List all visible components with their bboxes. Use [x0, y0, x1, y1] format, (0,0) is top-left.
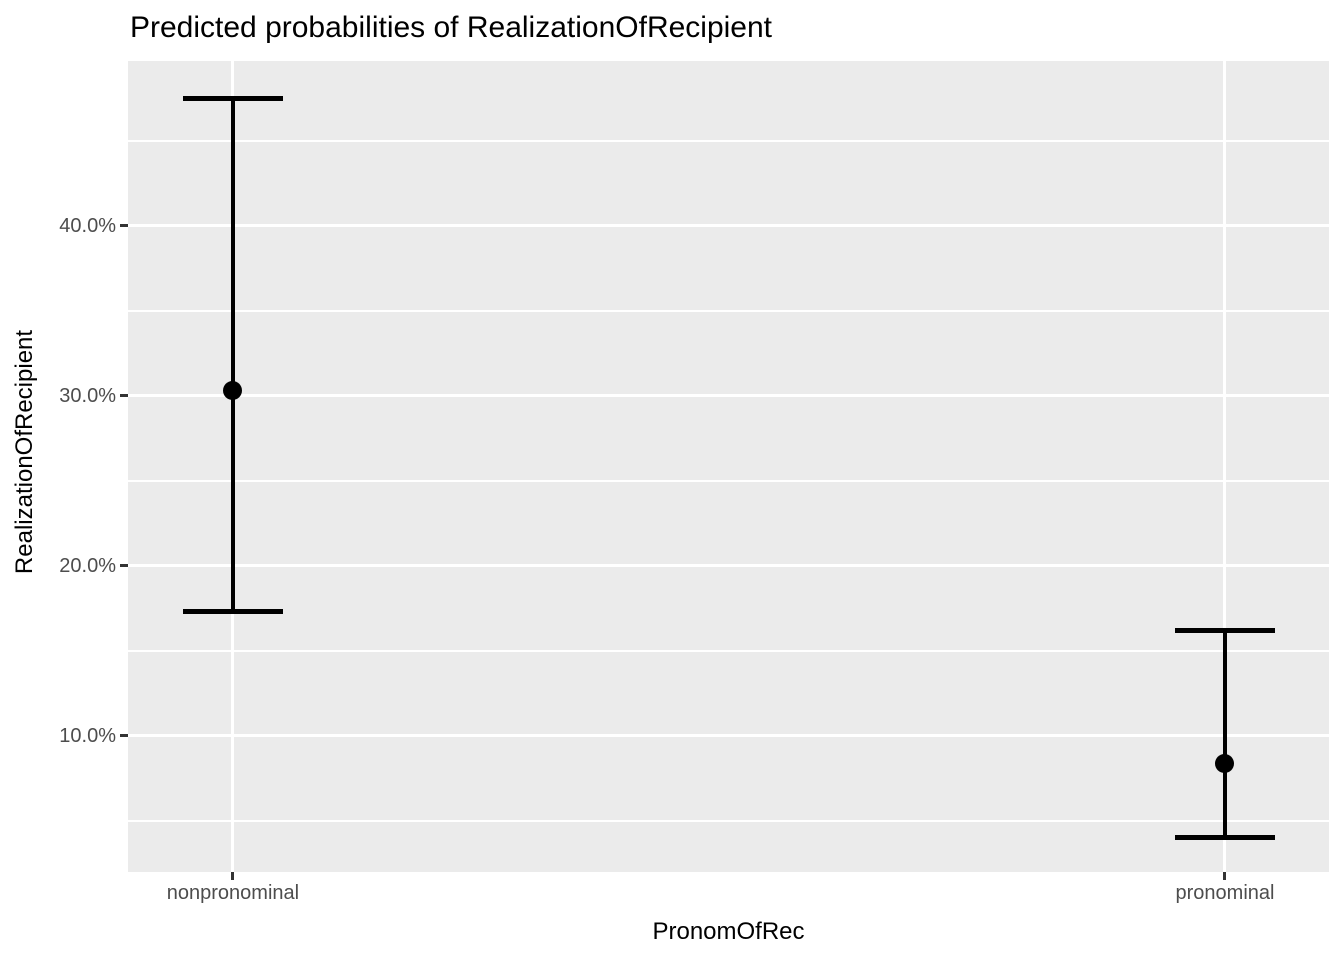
- y-axis-tick: [120, 734, 128, 738]
- point-estimate-pronominal: [1215, 753, 1235, 773]
- y-gridline-major: [128, 734, 1329, 738]
- x-axis-tick: [1223, 872, 1227, 880]
- y-gridline-minor: [128, 309, 1329, 312]
- y-gridline-major: [128, 224, 1329, 228]
- errorbar-cap-upper-nonpronominal: [182, 95, 283, 101]
- y-gridline-major: [128, 564, 1329, 568]
- plot-title: Predicted probabilities of RealizationOf…: [130, 11, 773, 44]
- x-tick-label: pronominal: [1175, 882, 1275, 904]
- y-gridline-minor: [128, 139, 1329, 142]
- y-axis-tick: [120, 224, 128, 228]
- y-tick-label: 40.0%: [59, 214, 116, 237]
- errorbar-cap-lower-pronominal: [1174, 835, 1275, 841]
- y-axis-tick: [120, 394, 128, 398]
- point-estimate-nonpronominal: [223, 381, 243, 401]
- errorbar-cap-upper-pronominal: [1174, 628, 1275, 634]
- y-tick-label: 10.0%: [59, 724, 116, 747]
- y-gridline-minor: [128, 819, 1329, 822]
- errorbar-pronominal: [1222, 630, 1227, 838]
- y-axis-title: RealizationOfRecipient: [11, 329, 38, 575]
- y-gridline-minor: [128, 649, 1329, 652]
- y-gridline-major: [128, 394, 1329, 398]
- y-gridline-minor: [128, 479, 1329, 482]
- y-tick-label: 30.0%: [59, 384, 116, 407]
- x-tick-label: nonpronominal: [166, 882, 300, 904]
- x-axis-title: PronomOfRec: [652, 918, 805, 945]
- errorbar-nonpronominal: [230, 98, 235, 612]
- errorbar-cap-lower-nonpronominal: [182, 609, 283, 615]
- y-tick-label: 20.0%: [59, 554, 116, 577]
- x-axis-tick: [231, 872, 235, 880]
- y-axis-tick: [120, 564, 128, 568]
- plot-panel: [128, 61, 1329, 872]
- x-gridline-major: [1223, 61, 1227, 872]
